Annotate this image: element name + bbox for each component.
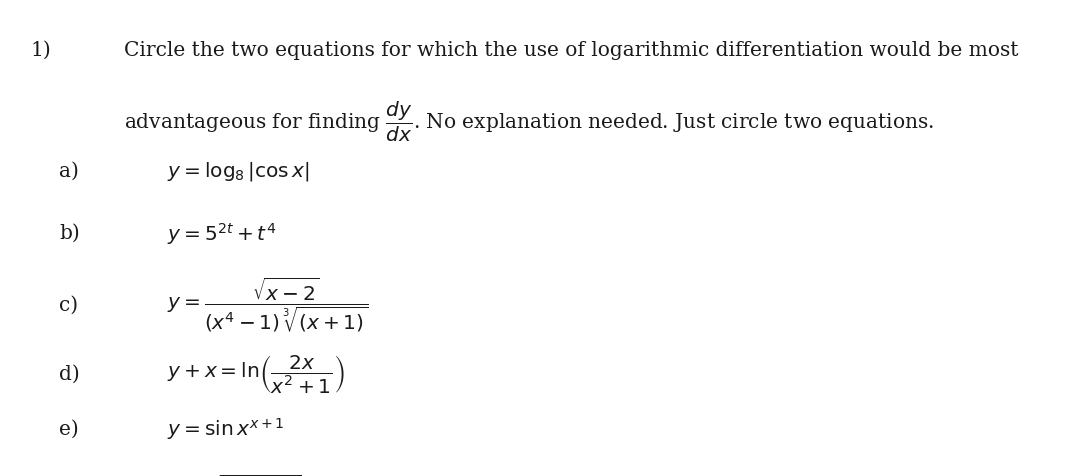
Text: b): b) xyxy=(59,224,80,243)
Text: $y = \dfrac{\sqrt{x-2}}{(x^4-1)\,\sqrt[3]{(x+1)}}$: $y = \dfrac{\sqrt{x-2}}{(x^4-1)\,\sqrt[3… xyxy=(167,275,368,334)
Text: a): a) xyxy=(59,162,79,181)
Text: Circle the two equations for which the use of logarithmic differentiation would : Circle the two equations for which the u… xyxy=(124,40,1018,60)
Text: advantageous for finding $\dfrac{dy}{dx}$. No explanation needed. Just circle tw: advantageous for finding $\dfrac{dy}{dx}… xyxy=(124,100,934,144)
Text: $y = 5^{2t} + t^4$: $y = 5^{2t} + t^4$ xyxy=(167,220,276,246)
Text: d): d) xyxy=(59,364,80,383)
Text: c): c) xyxy=(59,295,79,314)
Text: 1): 1) xyxy=(30,40,51,60)
Text: $y = \sin x^{x+1}$: $y = \sin x^{x+1}$ xyxy=(167,416,285,441)
Text: $y + x = \ln\!\left(\dfrac{2x}{x^2+1}\right)$: $y + x = \ln\!\left(\dfrac{2x}{x^2+1}\ri… xyxy=(167,353,346,395)
Text: e): e) xyxy=(59,419,79,438)
Text: $y = \sqrt{(x-2)^3} + (4x^2 - 1)(3x + 2)$: $y = \sqrt{(x-2)^3} + (4x^2 - 1)(3x + 2)… xyxy=(167,471,490,476)
Text: $y = \log_8|\cos x|$: $y = \log_8|\cos x|$ xyxy=(167,160,310,183)
